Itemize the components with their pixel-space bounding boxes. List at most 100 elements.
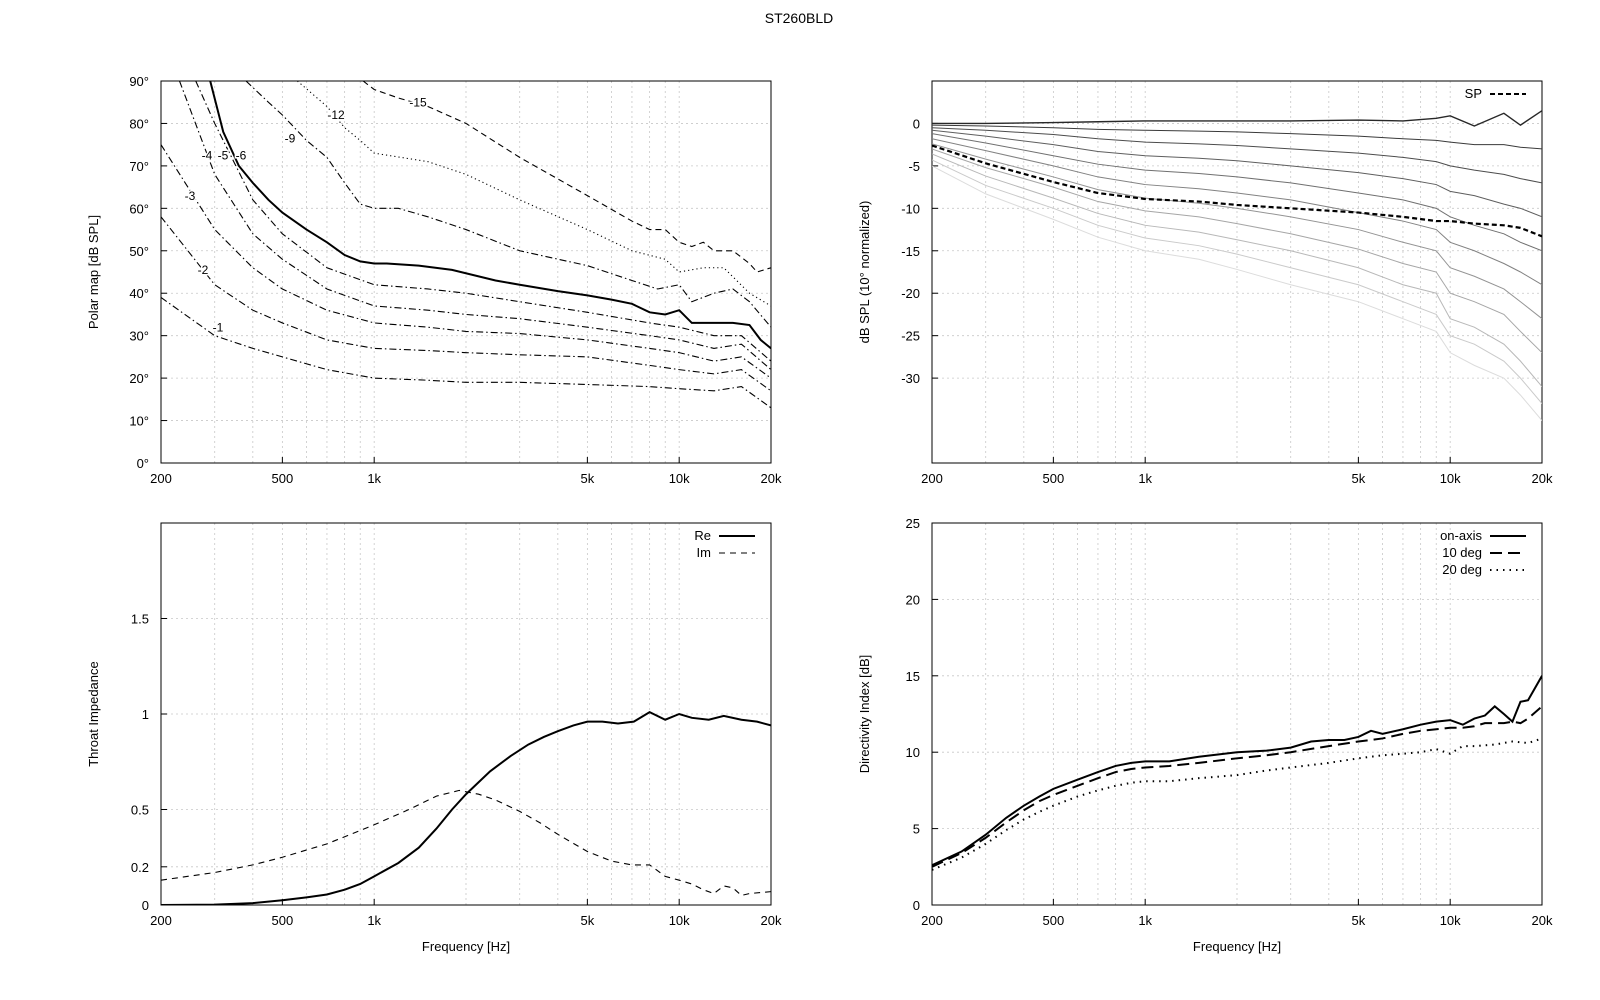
series-line — [297, 81, 771, 307]
legend-label: on-axis — [1440, 528, 1482, 543]
legend-label: Re — [694, 528, 711, 543]
directivity-index-grid — [932, 523, 1542, 905]
normalized-spl-xtick-label: 20k — [1532, 471, 1553, 486]
polar-angle-line — [932, 148, 1542, 354]
normalized-spl-ytick-label: -15 — [901, 244, 920, 259]
throat-impedance-ytick-label: 1.5 — [131, 612, 149, 627]
series-line — [178, 81, 771, 371]
normalized-spl-xtick-label: 1k — [1138, 471, 1152, 486]
normalized-spl-ytick-label: 0 — [913, 116, 920, 131]
legend-label: 10 deg — [1442, 545, 1482, 560]
directivity-index-ytick-label: 0 — [913, 898, 920, 913]
polar-map-ytick-label: 40° — [129, 286, 149, 301]
contour-label: -5 — [218, 149, 229, 163]
directivity-index-xtick-label: 1k — [1138, 913, 1152, 928]
throat-impedance-xtick-label: 200 — [150, 913, 172, 928]
polar-angle-line — [932, 127, 1542, 184]
directivity-index-xtick-label: 500 — [1043, 913, 1065, 928]
polar-angle-line — [932, 153, 1542, 387]
series-line — [161, 710, 771, 905]
polar-map-ytick-label: 90° — [129, 74, 149, 89]
series-line — [161, 297, 771, 409]
normalized-spl-xtick-label: 200 — [921, 471, 943, 486]
polar-map-xtick-label: 20k — [761, 471, 782, 486]
directivity-index-xtick-label: 10k — [1440, 913, 1461, 928]
throat-impedance-xtick-label: 20k — [761, 913, 782, 928]
directivity-index-ytick-label: 25 — [906, 516, 920, 531]
contour-label: -15 — [409, 95, 427, 109]
polar-map-ytick-label: 0° — [137, 456, 149, 471]
directivity-index-xlabel: Frequency [Hz] — [1193, 939, 1281, 954]
normalized-spl-series — [932, 110, 1542, 421]
polar-map-xtick-label: 10k — [669, 471, 690, 486]
throat-impedance-legend: Re Im — [694, 528, 755, 560]
contour-label: -4 — [202, 149, 213, 163]
series-line — [932, 675, 1542, 867]
normalized-spl-legend: SP — [1465, 86, 1526, 101]
contour-label: -3 — [185, 189, 196, 203]
contour-label: -12 — [327, 108, 345, 122]
contour-label: -6 — [236, 149, 247, 163]
throat-impedance-ytick-label: 0 — [142, 898, 149, 913]
throat-impedance-xtick-label: 1k — [367, 913, 381, 928]
throat-impedance-series — [161, 710, 771, 905]
series-line — [195, 81, 771, 362]
polar-map-ytick-label: 50° — [129, 244, 149, 259]
series-line — [362, 81, 771, 273]
directivity-index-ytick-label: 15 — [906, 669, 920, 684]
polar-map-ytick-label: 60° — [129, 201, 149, 216]
polar-angle-line — [932, 129, 1542, 218]
contour-label: -1 — [213, 320, 224, 334]
directivity-index-xtick-label: 5k — [1352, 913, 1366, 928]
polar-map-xtick-label: 500 — [272, 471, 294, 486]
polar-map-grid — [161, 81, 771, 463]
polar-map-ytick-label: 30° — [129, 329, 149, 344]
directivity-index-panel: 200 500 1k 5k 10k 20k 0 5 10 15 20 25 Directivity In… — [857, 516, 1553, 954]
polar-angle-line — [932, 159, 1542, 404]
series-line — [932, 705, 1542, 868]
normalized-spl-ytick-label: -5 — [908, 159, 920, 174]
directivity-index-ytick-label: 20 — [906, 592, 920, 607]
polar-map-ytick-label: 20° — [129, 371, 149, 386]
normalized-spl-xtick-label: 5k — [1352, 471, 1366, 486]
normalized-spl-grid — [932, 81, 1542, 463]
polar-map-xtick-label: 1k — [367, 471, 381, 486]
polar-map-ytick-label: 70° — [129, 159, 149, 174]
polar-angle-line — [932, 138, 1542, 286]
series-line — [161, 789, 771, 897]
series-line — [209, 81, 771, 350]
normalized-spl-panel: 200 500 1k 5k 10k 20k 0 -5 -10 -15 -20 -25 -30 dB SPL… — [857, 80, 1553, 486]
directivity-index-series — [932, 675, 1542, 871]
polar-map-ytick-label: 10° — [129, 414, 149, 429]
throat-impedance-ytick-label: 1 — [142, 707, 149, 722]
series-line — [161, 216, 771, 392]
directivity-index-xtick-label: 200 — [921, 913, 943, 928]
contour-label: -9 — [285, 132, 296, 146]
normalized-spl-ylabel: dB SPL (10° normalized) — [857, 201, 872, 344]
normalized-spl-ytick-label: -10 — [901, 201, 920, 216]
directivity-index-ylabel: Directivity Index [dB] — [857, 655, 872, 774]
throat-impedance-xlabel: Frequency [Hz] — [422, 939, 510, 954]
polar-map-frame — [160, 80, 772, 464]
contour-label: -2 — [198, 263, 209, 277]
throat-impedance-ytick-label: 0.2 — [131, 860, 149, 875]
normalized-spl-ytick-label: -20 — [901, 286, 920, 301]
sp-series-line — [932, 144, 1542, 238]
throat-impedance-xtick-label: 5k — [581, 913, 595, 928]
throat-impedance-xtick-label: 10k — [669, 913, 690, 928]
directivity-index-ytick-label: 5 — [913, 822, 920, 837]
polar-map-ytick-label: 80° — [129, 116, 149, 131]
series-line — [161, 144, 771, 379]
normalized-spl-frame — [931, 80, 1543, 464]
polar-angle-line — [932, 143, 1542, 320]
polar-map-xtick-label: 5k — [581, 471, 595, 486]
polar-angle-line — [932, 124, 1542, 150]
directivity-index-legend: on-axis 10 deg 20 deg — [1440, 528, 1526, 577]
figure-title: ST260BLD — [765, 10, 833, 26]
legend-label: SP — [1465, 86, 1482, 101]
throat-impedance-ytick-label: 0.5 — [131, 803, 149, 818]
normalized-spl-xtick-label: 10k — [1440, 471, 1461, 486]
series-line — [245, 81, 771, 328]
polar-angle-line — [932, 110, 1542, 127]
